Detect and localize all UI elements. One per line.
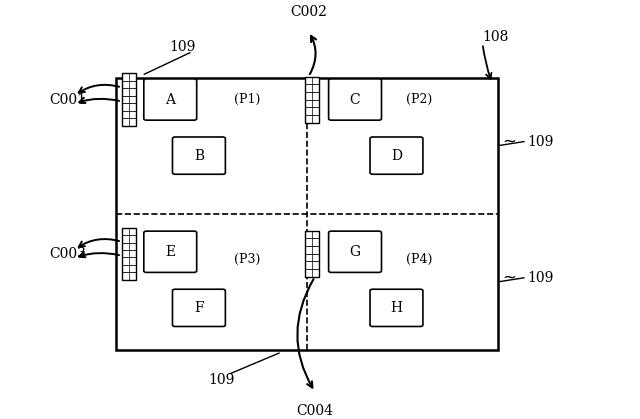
Text: 109: 109 (170, 41, 196, 54)
Text: C001: C001 (49, 93, 86, 106)
Text: 109: 109 (527, 271, 554, 285)
Text: 109: 109 (527, 134, 554, 149)
Text: C004: C004 (296, 404, 333, 418)
Text: B: B (194, 149, 204, 163)
Bar (116, 78, 499, 350)
FancyBboxPatch shape (328, 231, 381, 272)
FancyBboxPatch shape (144, 79, 196, 120)
Text: C002: C002 (290, 5, 327, 19)
FancyBboxPatch shape (328, 79, 381, 120)
FancyBboxPatch shape (173, 137, 225, 174)
Text: E: E (165, 245, 175, 259)
FancyBboxPatch shape (173, 289, 225, 326)
Text: (P2): (P2) (406, 93, 432, 106)
Text: F: F (194, 301, 204, 315)
Text: H: H (390, 301, 403, 315)
FancyBboxPatch shape (370, 137, 423, 174)
Text: A: A (165, 93, 175, 106)
Bar (122, 228, 136, 280)
Text: (P1): (P1) (234, 93, 260, 106)
Bar (122, 73, 136, 126)
Text: C: C (349, 93, 360, 106)
FancyBboxPatch shape (144, 231, 196, 272)
Text: 108: 108 (483, 31, 509, 44)
Bar (305, 77, 319, 123)
Text: C003: C003 (49, 247, 86, 261)
Text: ~: ~ (502, 132, 516, 150)
Text: ~: ~ (502, 269, 516, 287)
Bar (305, 231, 319, 277)
Text: (P4): (P4) (406, 253, 433, 266)
Text: G: G (349, 245, 360, 259)
Text: 109: 109 (208, 373, 234, 387)
FancyBboxPatch shape (370, 289, 423, 326)
Text: (P3): (P3) (234, 253, 260, 266)
Text: D: D (391, 149, 402, 163)
